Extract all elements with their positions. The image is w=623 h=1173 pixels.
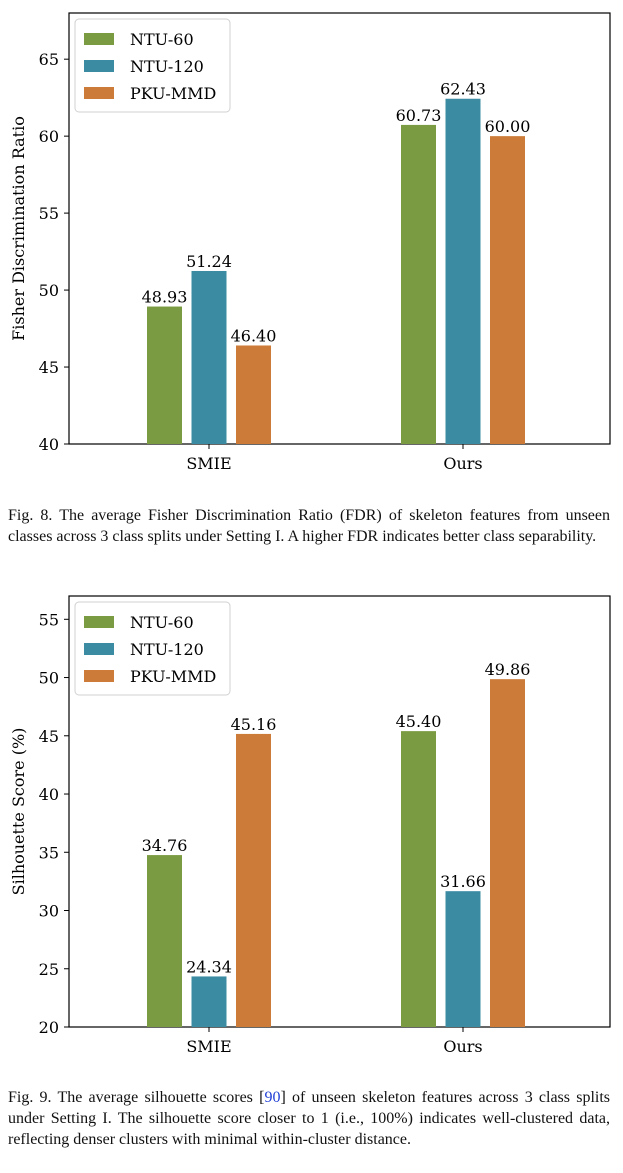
bar-pku-mmd <box>490 679 525 1027</box>
y-axis-label: Silhouette Score (%) <box>9 728 28 896</box>
bar-value-label: 34.76 <box>142 836 188 855</box>
legend-swatch <box>84 616 114 628</box>
legend-swatch <box>84 60 114 72</box>
plot-frame <box>68 12 611 445</box>
bar-value-label: 62.43 <box>440 80 486 99</box>
legend-swatch <box>84 33 114 45</box>
legend-label: NTU-120 <box>130 57 204 76</box>
y-tick-label: 40 <box>39 435 59 454</box>
bar-value-label: 51.24 <box>186 252 232 271</box>
x-tick-label: Ours <box>443 1037 482 1055</box>
y-tick-label: 45 <box>39 358 59 377</box>
bar-value-label: 45.16 <box>231 715 277 734</box>
legend-label: NTU-60 <box>130 30 194 49</box>
silhouette-chart-svg: 20 25 30 35 40 45 50 55 Silhouette Score (%) SMIE… <box>9 595 611 1056</box>
bar-ntu-120 <box>191 976 227 1027</box>
y-tick-label: 50 <box>39 669 59 688</box>
x-tick-label: Ours <box>443 454 482 473</box>
y-tick-label: 50 <box>39 281 59 300</box>
bar-pku-mmd <box>236 733 271 1027</box>
figure-9-caption: Fig. 9. The average silhouette scores [9… <box>8 1087 610 1150</box>
y-tick-label: 65 <box>39 50 59 69</box>
y-tick-label: 25 <box>39 960 59 979</box>
bar-value-label: 31.66 <box>440 872 486 891</box>
y-tick-label: 55 <box>39 610 59 629</box>
y-tick-label: 30 <box>39 902 59 921</box>
x-tick-label: SMIE <box>186 1037 231 1055</box>
bar-pku-mmd <box>236 345 271 444</box>
fdr-chart: 40 45 50 55 60 65 Fisher Discrimination Ratio S… <box>0 0 623 480</box>
bar-value-label: 24.34 <box>186 957 232 976</box>
y-tick-label: 35 <box>39 843 59 862</box>
bar-value-label: 48.93 <box>142 288 188 307</box>
y-tick-label: 55 <box>39 204 59 223</box>
bar-ntu-60 <box>401 124 436 445</box>
bar-value-label: 46.40 <box>231 326 277 345</box>
y-tick-label: 60 <box>39 127 59 146</box>
legend-label: PKU-MMD <box>130 84 216 103</box>
bar-ntu-120 <box>191 270 227 444</box>
bar-ntu-60 <box>147 306 182 444</box>
legend-label: NTU-120 <box>130 640 204 659</box>
y-tick-label: 45 <box>39 727 59 746</box>
plot-frame <box>68 595 611 1028</box>
y-tick-label: 40 <box>39 785 59 804</box>
bar-value-label: 60.00 <box>485 117 531 136</box>
bar-value-label: 49.86 <box>485 660 531 679</box>
fdr-chart-svg: 40 45 50 55 60 65 Fisher Discrimination Ratio S… <box>9 12 611 473</box>
figure-8-caption: Fig. 8. The average Fisher Discriminatio… <box>8 507 610 545</box>
bar-ntu-60 <box>147 855 182 1027</box>
bar-value-label: 45.40 <box>396 712 442 731</box>
silhouette-chart: 20 25 30 35 40 45 50 55 Silhouette Score (%) SMIE… <box>0 585 623 1056</box>
citation-link[interactable]: 90 <box>264 1089 281 1106</box>
caption-text: ] of unseen skeleton features across 3 c… <box>8 1089 611 1148</box>
legend-swatch <box>84 87 114 99</box>
legend-label: PKU-MMD <box>130 667 216 686</box>
bar-ntu-60 <box>401 731 436 1027</box>
y-axis-label: Fisher Discrimination Ratio <box>9 116 28 341</box>
bar-value-label: 60.73 <box>396 106 442 125</box>
bar-pku-mmd <box>490 136 525 444</box>
legend-swatch <box>84 643 114 655</box>
bar-ntu-120 <box>445 891 481 1027</box>
x-tick-label: SMIE <box>186 454 231 473</box>
caption-text: Fig. 9. The average silhouette scores [ <box>8 1089 265 1106</box>
y-tick-label: 20 <box>39 1018 59 1037</box>
bar-ntu-120 <box>445 98 481 444</box>
legend-swatch <box>84 670 114 682</box>
legend-label: NTU-60 <box>130 613 194 632</box>
